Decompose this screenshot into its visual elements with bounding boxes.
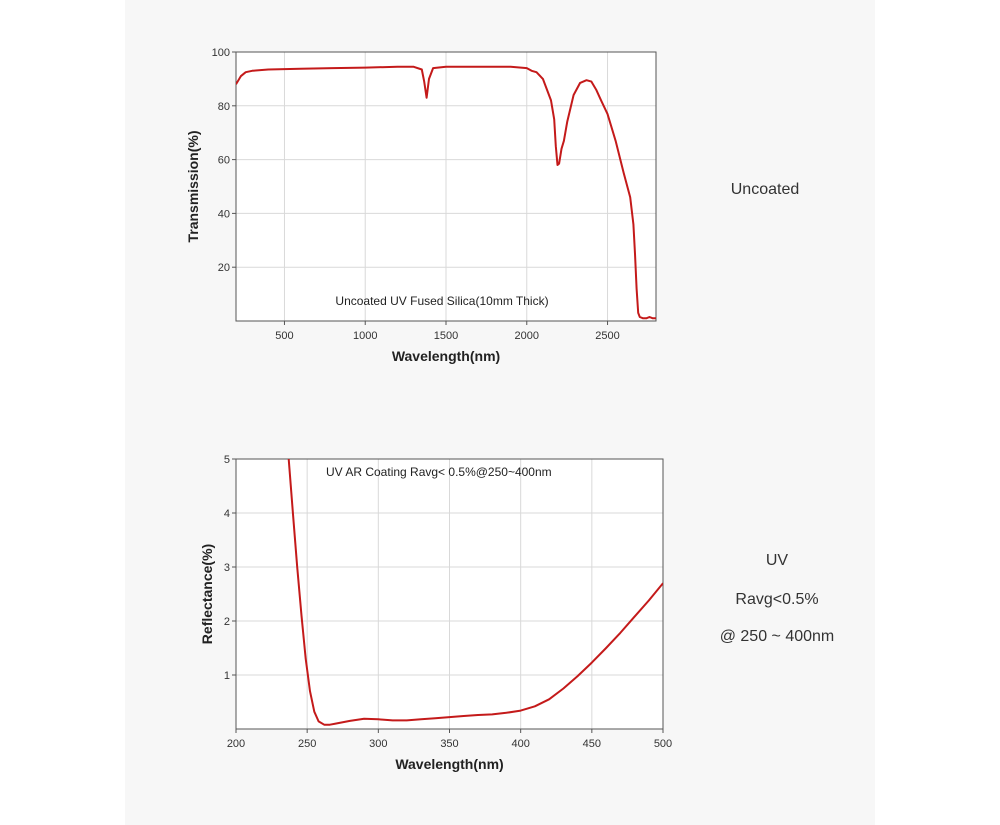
x-tick-label: 2500 — [595, 330, 619, 342]
y-tick-label: 2 — [224, 616, 230, 628]
reflectance-chart: 200 250 300 350 400 450 500 1 2 3 4 5 Wavelength(nm)… — [199, 454, 672, 772]
x-tick-label: 500 — [275, 330, 293, 342]
x-tick-label: 1500 — [434, 330, 458, 342]
uv-label: UV — [765, 552, 789, 569]
ravg-label: Ravg<0.5% — [735, 591, 819, 608]
x-tick-label: 200 — [227, 738, 245, 750]
x-tick-label: 250 — [298, 738, 316, 750]
y-tick-label: 100 — [212, 47, 230, 59]
wavelength-range-label: @ 250 ~ 400nm — [719, 628, 835, 645]
y-tick-label: 80 — [218, 101, 230, 113]
x-tick-label: 450 — [583, 738, 601, 750]
y-tick-label: 60 — [218, 155, 230, 167]
x-tick-label: 300 — [369, 738, 387, 750]
y-tick-label: 20 — [218, 262, 230, 274]
transmission-chart: 500 1000 1500 2000 2500 20 40 60 80 100 Wavelength… — [185, 47, 657, 364]
y-tick-label: 1 — [224, 670, 230, 682]
x-tick-label: 500 — [654, 738, 672, 750]
series-line-transmission — [236, 65, 656, 320]
x-tick-label: 2000 — [515, 330, 539, 342]
y-axis-label: Transmission(%) — [185, 130, 201, 242]
x-tick-label: 350 — [440, 738, 458, 750]
y-tick-label: 5 — [224, 454, 230, 466]
y-tick-label: 4 — [224, 508, 230, 520]
x-axis-label: Wavelength(nm) — [392, 348, 500, 364]
x-tick-label: 1000 — [353, 330, 377, 342]
x-tick-label: 400 — [511, 738, 529, 750]
y-tick-label: 40 — [218, 208, 230, 220]
series-line-reflectance — [287, 459, 663, 726]
chart-title: UV AR Coating Ravg< 0.5%@250~400nm — [326, 465, 552, 479]
uncoated-label: Uncoated — [730, 181, 800, 198]
y-axis-label: Reflectance(%) — [199, 544, 215, 644]
x-axis-label: Wavelength(nm) — [395, 756, 503, 772]
y-tick-label: 3 — [224, 562, 230, 574]
chart-title: Uncoated UV Fused Silica(10mm Thick) — [335, 294, 548, 308]
